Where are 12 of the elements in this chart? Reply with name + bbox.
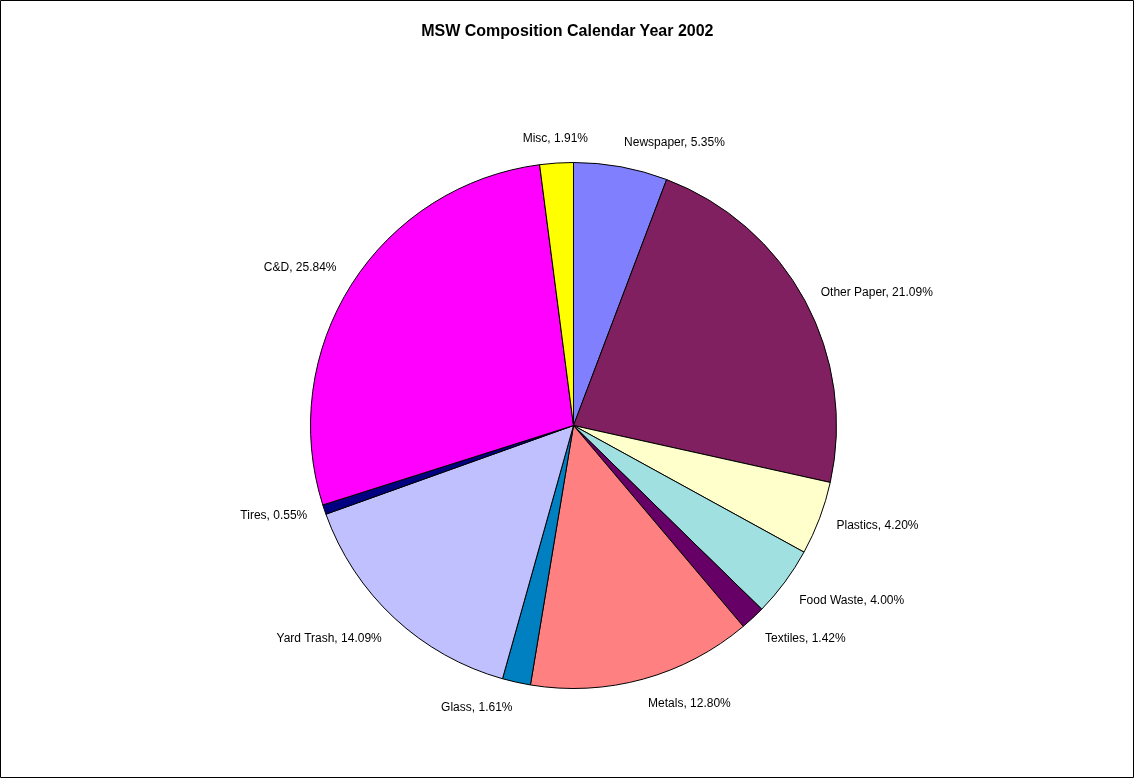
slice-label: Yard Trash, 14.09% [276, 631, 383, 646]
slice-label: Tires, 0.55% [240, 508, 308, 523]
slice-label: Metals, 12.80% [648, 696, 732, 711]
slice-label: Glass, 1.61% [441, 699, 513, 714]
chart-title: MSW Composition Calendar Year 2002 [421, 22, 714, 39]
slice-label: Plastics, 4.20% [836, 517, 919, 532]
slice-label: Misc, 1.91% [522, 131, 589, 146]
slice-label: C&D, 25.84% [263, 260, 337, 275]
slice-label: Newspaper, 5.35% [624, 135, 726, 150]
slice-label: Food Waste, 4.00% [799, 592, 905, 607]
slice-label: Other Paper, 21.09% [820, 284, 934, 299]
slice-label: Textiles, 1.42% [764, 631, 847, 646]
